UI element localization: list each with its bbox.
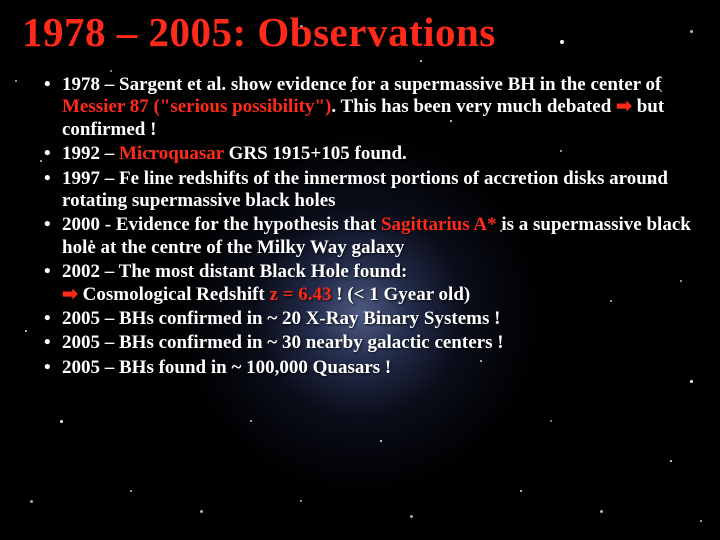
bullet-item: 2002 – The most distant Black Hole found… xyxy=(44,261,698,306)
star xyxy=(520,490,522,492)
bullet-item: 2005 – BHs confirmed in ~ 20 X-Ray Binar… xyxy=(44,308,698,330)
bullet-text: GRS 1915+105 found. xyxy=(224,143,407,164)
star xyxy=(200,510,203,513)
slide-title: 1978 – 2005: Observations xyxy=(22,8,698,56)
bullet-item: 2005 – BHs found in ~ 100,000 Quasars ! xyxy=(44,357,698,379)
bullet-text: 2002 – The most distant Black Hole found… xyxy=(62,261,407,282)
highlight-text: Sagittarius A* xyxy=(381,214,497,235)
star xyxy=(700,520,702,522)
bullet-item: 1978 – Sargent et al. show evidence for … xyxy=(44,74,698,141)
bullet-item: 1992 – Microquasar GRS 1915+105 found. xyxy=(44,143,698,165)
bullet-text: 2000 - Evidence for the hypothesis that xyxy=(62,214,381,235)
star xyxy=(690,380,693,383)
highlight-text: z = 6.43 xyxy=(270,284,332,305)
arrow-icon: ➡ xyxy=(616,96,632,117)
slide-content: 1978 – 2005: Observations 1978 – Sargent… xyxy=(0,0,720,379)
bullet-text: 1992 – xyxy=(62,143,119,164)
bullet-item: 2005 – BHs confirmed in ~ 30 nearby gala… xyxy=(44,332,698,354)
star xyxy=(550,420,552,422)
star xyxy=(600,510,603,513)
bullet-text: Cosmological Redshift xyxy=(78,284,270,305)
star xyxy=(60,420,63,423)
highlight-text: Microquasar xyxy=(119,143,224,164)
star xyxy=(410,515,413,518)
arrow-icon: ➡ xyxy=(62,284,78,305)
highlight-text: Messier 87 ("serious possibility") xyxy=(62,96,331,117)
star xyxy=(250,420,252,422)
bullet-text: 1978 – Sargent et al. show evidence for … xyxy=(62,74,661,95)
star xyxy=(30,500,33,503)
star xyxy=(670,460,672,462)
bullet-list: 1978 – Sargent et al. show evidence for … xyxy=(22,74,698,379)
star xyxy=(380,440,382,442)
star xyxy=(130,490,132,492)
bullet-text: ! (< 1 Gyear old) xyxy=(332,284,471,305)
bullet-text: . This has been very much debated xyxy=(331,96,616,117)
bullet-item: 2000 - Evidence for the hypothesis that … xyxy=(44,214,698,259)
star xyxy=(300,500,302,502)
bullet-item: 1997 – Fe line redshifts of the innermos… xyxy=(44,168,698,213)
